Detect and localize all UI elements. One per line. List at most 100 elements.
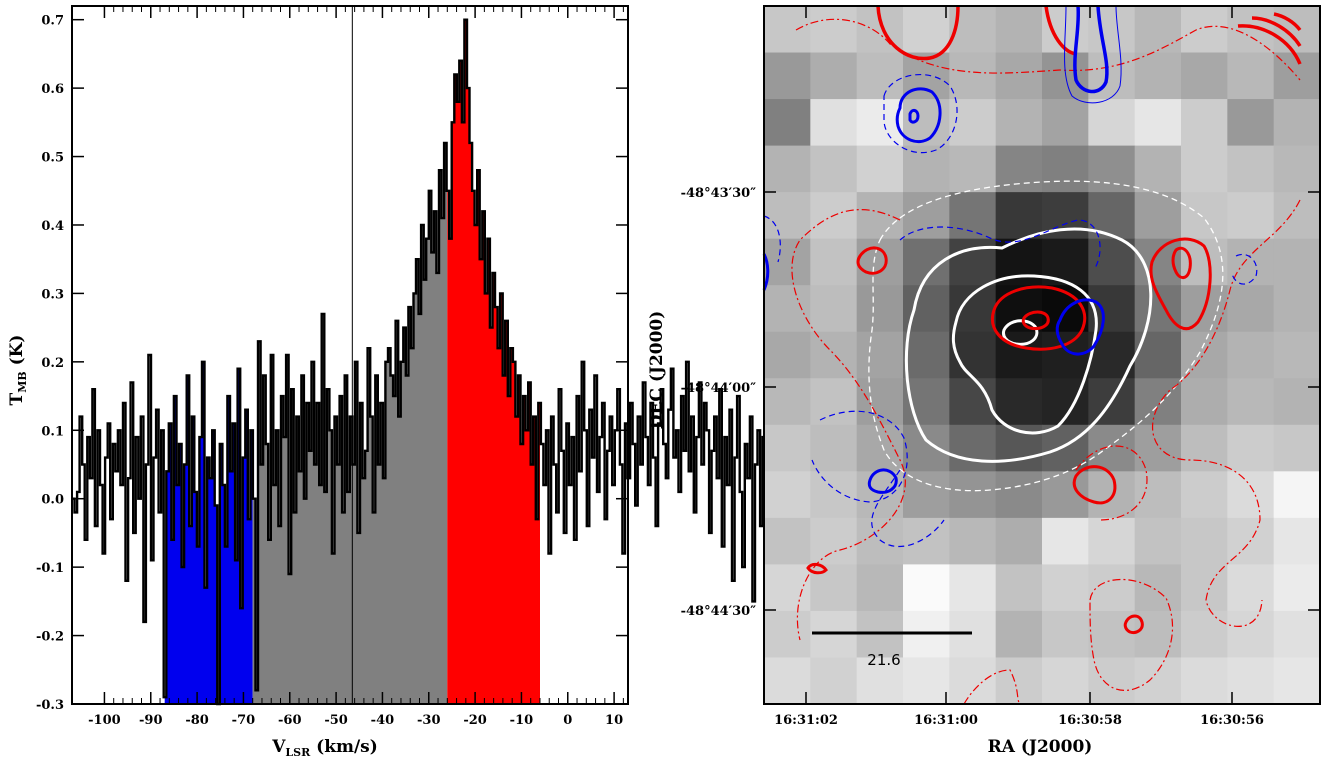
map-pixel (1227, 424, 1275, 472)
x-tick-label: -80 (185, 713, 209, 728)
map-x-tick-label: 16:31:00 (914, 713, 978, 728)
map-pixel (856, 145, 904, 193)
red-contour-east-core (1171, 246, 1192, 279)
map-pixel (1227, 52, 1275, 100)
y-tick-label: 0.5 (41, 151, 64, 166)
x-tick-label: -90 (139, 713, 163, 728)
map-pixel (1088, 517, 1136, 565)
red-wing-fill (447, 19, 540, 704)
map-pixel (856, 564, 904, 612)
map-pixel (810, 6, 858, 54)
map-pixel (764, 517, 811, 565)
red-contour-ne-arc-3 (1273, 12, 1302, 32)
map-pixel (903, 424, 950, 472)
x-tick-label: -30 (417, 713, 441, 728)
map-pixel (764, 564, 811, 612)
map-pixel (1042, 610, 1089, 659)
map-pixel (1134, 145, 1182, 193)
blue-contour-core (1055, 298, 1105, 356)
white-contour-outer (904, 227, 1153, 463)
map-pixel (1088, 657, 1136, 705)
map-pixel (1088, 6, 1136, 54)
map-pixel (903, 657, 950, 705)
map-pixel (995, 6, 1043, 54)
spectrum-y-ticks: -0.3 -0.2 -0.1 0.0 0.1 0.2 0.3 0.4 0.5 0.6 0.7 (36, 14, 628, 713)
map-pixel (1134, 564, 1182, 612)
spectrum-x-ticks: -100 -90 -80 -70 -60 -50 -40 -30 -20 -10 0 10 (88, 6, 624, 728)
map-pixel (856, 192, 904, 240)
map-pixel (1227, 471, 1275, 519)
map-pixel (856, 285, 904, 333)
white-contour-dashed (868, 180, 1224, 492)
map-pixel (1042, 99, 1089, 147)
map-pixel (810, 517, 858, 565)
map-pixel (764, 238, 811, 286)
scale-bar-label: 21.6 (867, 651, 900, 669)
map-pixel (764, 145, 811, 193)
map-pixel (1227, 610, 1275, 659)
map-pixel (856, 99, 904, 147)
map-pixel (903, 517, 950, 565)
map-pixel (903, 564, 950, 612)
map-pixel (995, 378, 1043, 426)
map-pixel (856, 657, 904, 705)
y-tick-label: -0.3 (36, 698, 64, 713)
map-pixel (764, 285, 811, 333)
map-pixel (1273, 331, 1321, 379)
blue-contour-dashed (763, 73, 1258, 548)
map-pixel (995, 471, 1043, 519)
map-pixel (1227, 238, 1275, 286)
x-tick-label: -60 (278, 713, 302, 728)
map-pixel (1227, 145, 1275, 193)
map-pixel (1134, 424, 1182, 472)
white-contour-mid (951, 274, 1098, 435)
map-pixel (1181, 424, 1228, 472)
map-pixel (856, 424, 904, 472)
red-contour-outer (991, 285, 1087, 351)
red-contour-inner (1021, 310, 1050, 330)
map-pixel (949, 192, 997, 240)
map-pixel (1227, 192, 1275, 240)
map-pixel (764, 6, 811, 54)
map-pixel (764, 192, 811, 240)
map-pixel (1181, 378, 1228, 426)
map-pixel (1134, 471, 1182, 519)
map-pixel (995, 657, 1043, 705)
map-y-tick-label: -48°44′00″ (681, 381, 757, 396)
x-tick-label: -50 (324, 713, 348, 728)
map-pixel (1181, 6, 1228, 54)
map-pixel (949, 145, 997, 193)
y-tick-label: 0.7 (41, 14, 64, 29)
map-pixel (1088, 99, 1136, 147)
map-pixel (1042, 331, 1089, 379)
map-pixel (1227, 331, 1275, 379)
spectrum-line (72, 18, 850, 706)
map-pixel (1181, 471, 1228, 519)
map-pixel (1273, 192, 1321, 240)
y-tick-label: 0.2 (41, 356, 64, 371)
blue-contour-north-inner (908, 108, 920, 124)
map-contours (762, 5, 1302, 705)
spectrum-plot: -100 -90 -80 -70 -60 -50 -40 -30 -20 -10 0 10 -0.3-… (7, 5, 850, 759)
map-pixel (1273, 6, 1321, 54)
map-pixel (1273, 610, 1321, 659)
map-pixel (1134, 99, 1182, 147)
map-pixel (1273, 238, 1321, 286)
map-pixel (1134, 378, 1182, 426)
map-pixel (1227, 564, 1275, 612)
spectrum-y-axis-title: TMB (K) (7, 335, 29, 406)
red-contour-small-west (806, 562, 828, 575)
map-x-tick-label: 16:30:56 (1200, 713, 1264, 728)
x-tick-label: 0 (563, 713, 572, 728)
y-tick-label: 0.3 (41, 287, 64, 302)
blue-contour-south (867, 468, 898, 494)
map-pixel (1088, 238, 1136, 286)
map-pixel (810, 331, 858, 379)
map-pixel (1273, 145, 1321, 193)
map-pixel (995, 192, 1043, 240)
map-pixel (995, 564, 1043, 612)
map-pixel (1134, 657, 1182, 705)
map-pixel (764, 99, 811, 147)
map-pixel (949, 517, 997, 565)
